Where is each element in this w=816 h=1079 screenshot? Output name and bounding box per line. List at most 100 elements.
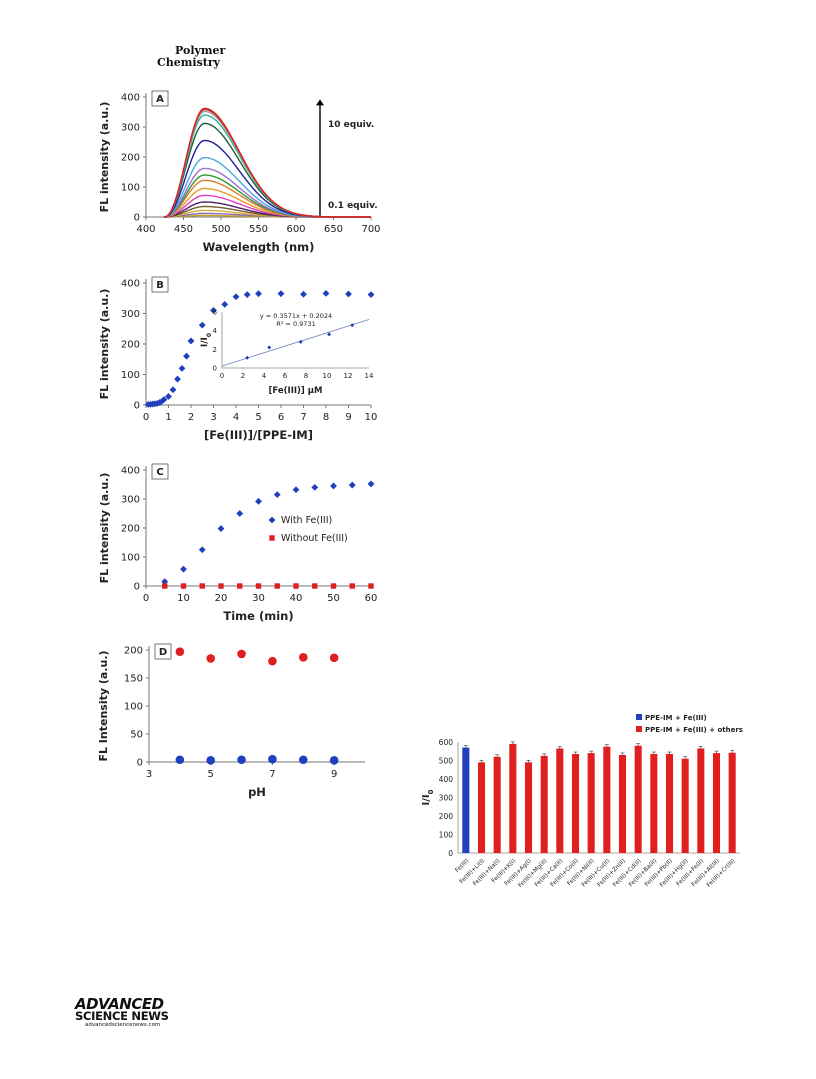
data-point-without-fe bbox=[349, 583, 355, 589]
data-point bbox=[322, 289, 330, 297]
inset-x-tick-label: 0 bbox=[220, 372, 224, 380]
equiv-arrow-head bbox=[316, 99, 324, 106]
data-point bbox=[268, 656, 277, 666]
bar bbox=[462, 747, 470, 853]
data-point-without-fe bbox=[255, 583, 262, 589]
y-tick-label: 200 bbox=[121, 524, 140, 535]
bar bbox=[477, 762, 486, 853]
data-point bbox=[243, 291, 251, 298]
data-point bbox=[300, 290, 307, 298]
data-point-without-fe bbox=[237, 583, 243, 589]
x-axis-title: Wavelength (nm) bbox=[203, 240, 315, 254]
bar bbox=[697, 748, 705, 853]
x-tick-label: 7 bbox=[269, 769, 275, 780]
inset-y-tick-label: 2 bbox=[213, 346, 217, 354]
x-tick-label: 40 bbox=[290, 593, 303, 604]
legend-label: PPE-IM + Fe(III) bbox=[645, 714, 707, 722]
panel-label-box bbox=[151, 463, 169, 480]
x-tick-label: 60 bbox=[365, 593, 378, 604]
legend-label: PPE-IM + Fe(III) + others bbox=[645, 726, 743, 734]
y-axis-title: FL Intensity (a.u.) bbox=[97, 650, 110, 761]
publisher-logo-bottom: SCIENCE NEWS bbox=[75, 1009, 169, 1023]
y-axis-title: I/I0 bbox=[421, 789, 435, 805]
bar bbox=[509, 743, 517, 853]
data-point bbox=[237, 755, 246, 765]
data-point-with-fe bbox=[236, 510, 244, 517]
journal-name-line2: Chemistry bbox=[157, 56, 221, 69]
data-point bbox=[165, 393, 172, 400]
x-tick-label: 600 bbox=[286, 224, 305, 235]
inset-data-point bbox=[245, 355, 250, 360]
y-tick-label: 300 bbox=[121, 309, 140, 320]
x-tick-label: 10 bbox=[365, 412, 378, 423]
x-tick-label: 20 bbox=[215, 593, 228, 604]
data-point bbox=[187, 337, 195, 345]
bar bbox=[712, 753, 721, 853]
x-tick-label: 7 bbox=[300, 412, 306, 423]
y-tick-label: 50 bbox=[130, 730, 143, 741]
x-tick-label: 9 bbox=[345, 412, 351, 423]
y-axis-title: FL intensity (a.u.) bbox=[98, 473, 111, 584]
data-point bbox=[237, 649, 246, 659]
y-tick-label: 100 bbox=[439, 831, 454, 840]
x-axis-title: [Fe(III)]/[PPE-IM] bbox=[204, 428, 313, 442]
x-tick-label: 500 bbox=[211, 224, 230, 235]
y-axis-title-subscript: 0 bbox=[427, 789, 435, 794]
x-tick-label: 0 bbox=[143, 593, 149, 604]
y-tick-label: 500 bbox=[439, 757, 454, 766]
bar bbox=[540, 755, 548, 853]
inset-data-point bbox=[267, 345, 272, 350]
x-tick-label: 6 bbox=[278, 412, 284, 423]
data-point bbox=[255, 290, 262, 298]
data-point bbox=[206, 654, 216, 663]
data-point bbox=[221, 300, 229, 308]
data-point-with-fe bbox=[348, 481, 356, 489]
x-tick-label: 30 bbox=[252, 593, 265, 604]
x-tick-label: 5 bbox=[255, 412, 261, 423]
data-point bbox=[178, 365, 186, 372]
x-tick-label: 700 bbox=[361, 224, 380, 235]
data-point-with-fe bbox=[273, 491, 281, 499]
x-tick-label: 50 bbox=[327, 593, 340, 604]
data-point-with-fe bbox=[292, 486, 300, 494]
inset-x-tick-label: 10 bbox=[323, 372, 332, 380]
inset-data-point bbox=[298, 339, 303, 344]
inset-fit-r2: R² = 0.9731 bbox=[276, 320, 315, 328]
y-tick-label: 600 bbox=[439, 738, 454, 747]
bar bbox=[665, 754, 674, 853]
y-tick-label: 300 bbox=[121, 495, 140, 506]
legend-label: With Fe(III) bbox=[281, 515, 332, 526]
inset-x-tick-label: 6 bbox=[283, 372, 288, 380]
data-point bbox=[206, 756, 216, 765]
data-point-without-fe bbox=[368, 583, 374, 589]
data-point bbox=[198, 321, 206, 329]
inset-x-tick-label: 4 bbox=[262, 372, 267, 380]
bar bbox=[634, 745, 642, 853]
inset-x-tick-label: 14 bbox=[365, 372, 374, 380]
y-axis-title: FL intensity (a.u.) bbox=[98, 102, 111, 213]
data-point-with-fe bbox=[198, 546, 206, 554]
bar bbox=[493, 756, 501, 853]
data-point-without-fe bbox=[293, 583, 299, 589]
data-point-with-fe bbox=[180, 565, 187, 573]
y-tick-label: 0 bbox=[134, 401, 140, 412]
inset-y-axis-title: I/I0 bbox=[200, 333, 213, 347]
data-point-with-fe bbox=[255, 497, 262, 505]
legend-swatch bbox=[636, 714, 642, 720]
data-point-with-fe bbox=[217, 525, 225, 532]
x-tick-label: 4 bbox=[233, 412, 239, 423]
panel-label: B bbox=[156, 280, 164, 291]
x-axis-title: Time (min) bbox=[223, 609, 293, 623]
data-point bbox=[232, 293, 240, 301]
bar bbox=[728, 752, 736, 853]
x-tick-label: 9 bbox=[331, 769, 337, 780]
data-point-without-fe bbox=[330, 583, 337, 589]
x-tick-label: 0 bbox=[143, 412, 149, 423]
y-tick-label: 300 bbox=[439, 794, 454, 803]
x-tick-label: 1 bbox=[165, 412, 171, 423]
data-point bbox=[268, 754, 277, 764]
inset-y-tick-label: 6 bbox=[213, 309, 218, 317]
bar bbox=[524, 762, 533, 853]
data-point bbox=[210, 307, 217, 314]
y-tick-label: 200 bbox=[439, 812, 454, 821]
